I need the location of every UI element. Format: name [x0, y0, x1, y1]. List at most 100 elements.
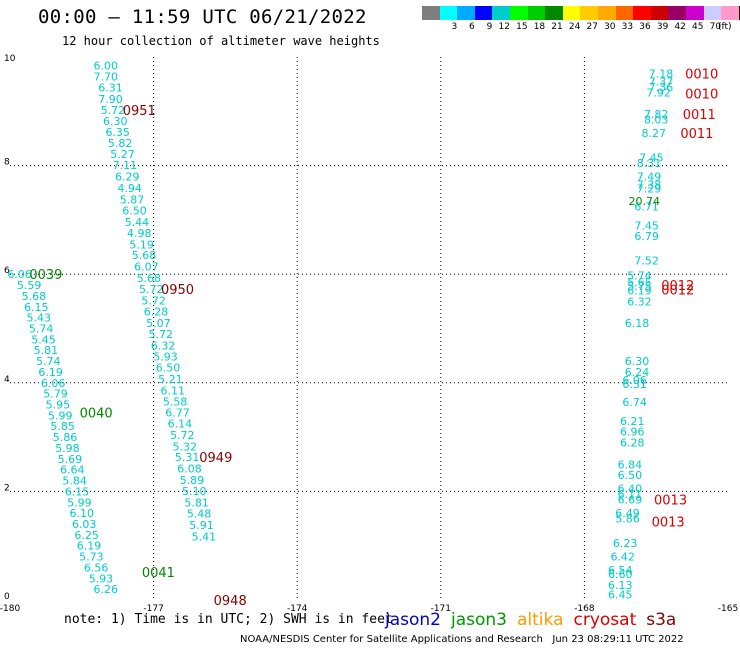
wave-height-point: 6.00 — [93, 60, 118, 73]
scale-swatch — [474, 6, 493, 20]
wave-height-point: 6.64 — [60, 464, 85, 477]
y-tick-label: 4 — [4, 375, 10, 385]
wave-height-point: 5.72 — [139, 283, 164, 296]
wave-height-point: 5.72 — [141, 294, 166, 307]
wave-height-point: 5.93 — [89, 572, 114, 585]
x-tick-label: -177 — [143, 604, 163, 614]
scale-label: 9 — [486, 22, 493, 32]
legend-entry: altika — [517, 610, 564, 630]
wave-height-point: 5.84 — [62, 475, 87, 488]
y-tick-label: 2 — [4, 483, 10, 493]
wave-height-point: 6.06 — [41, 377, 66, 390]
wave-height-point: 5.93 — [153, 351, 178, 364]
wave-height-point: 5.81 — [184, 496, 209, 509]
scale-label: 70 — [709, 22, 722, 32]
wave-height-point: 6.19 — [627, 284, 652, 297]
wave-height-point: 5.74 — [29, 323, 54, 336]
scale-label: 39 — [656, 22, 669, 32]
scale-swatch — [422, 6, 440, 20]
scale-swatch — [580, 6, 598, 20]
wave-height-point: 5.58 — [163, 395, 188, 408]
wave-height-point: 6.31 — [622, 378, 647, 391]
wave-height-point: 5.32 — [172, 440, 197, 453]
wave-height-point: 5.74 — [627, 269, 652, 282]
scale-label: 18 — [533, 22, 546, 32]
wave-height-point: 6.50 — [618, 469, 643, 482]
satellite-legend: jason2 jason3 altika cryosat s3a — [385, 610, 686, 630]
wave-height-point: 7.90 — [98, 93, 123, 106]
scale-label: 6 — [469, 22, 475, 32]
x-axis-ticks: -180 -177 -174 -171 -168 -165 — [0, 604, 738, 614]
scale-swatch — [650, 6, 669, 20]
wave-height-point: 6.11 — [618, 488, 643, 501]
wave-height-point: 7.92 — [646, 86, 671, 99]
wave-height-point: 6.23 — [613, 537, 638, 550]
wave-height-point: 5.31 — [175, 451, 200, 464]
wave-height-point: 5.41 — [192, 530, 217, 543]
wave-height-point: 6.11 — [160, 384, 185, 397]
wave-height-point: 5.98 — [55, 442, 80, 455]
scale-swatch — [562, 6, 581, 20]
wave-height-point: 6.24 — [625, 366, 650, 379]
wave-height-point: 7.70 — [93, 71, 118, 84]
legend-entry: s3a — [646, 610, 677, 630]
footnote: note: 1) Time is in UTC; 2) SWH is in fe… — [64, 612, 393, 627]
wave-height-point: 5.86 — [53, 431, 78, 444]
wave-height-point: 6.96 — [620, 426, 645, 439]
wave-height-point: 7.37 — [649, 75, 674, 88]
x-tick-label: -174 — [287, 604, 308, 614]
wave-height-point: 5.59 — [17, 279, 42, 292]
plot-grid — [10, 57, 728, 600]
wave-height-point: 6.28 — [620, 437, 645, 450]
wave-height-point: 5.95 — [46, 399, 71, 412]
wave-height-point: 6.15 — [65, 485, 90, 498]
wave-height-point: 5.10 — [182, 485, 207, 498]
scale-label: 15 — [516, 22, 528, 32]
scale-swatch — [685, 6, 704, 20]
wave-height-point: 6.40 — [618, 483, 643, 496]
wave-height-point: 7.82 — [644, 108, 669, 121]
wave-height-point: 7.18 — [649, 67, 674, 80]
wave-height-point: 5.21 — [158, 373, 183, 386]
data-points: 6.007.706.317.905.726.306.355.825.277.11… — [7, 60, 673, 602]
wave-height-point: 6.06 — [622, 374, 647, 387]
wave-height-point: 5.74 — [36, 355, 61, 368]
y-tick-label: 0 — [4, 592, 10, 602]
scale-swatch — [668, 6, 686, 20]
wave-height-point: 6.19 — [77, 540, 102, 553]
pass-time-label: 0041 — [142, 566, 175, 581]
pass-time-label: 0950 — [161, 283, 194, 298]
wave-height-point: 4.94 — [117, 182, 142, 195]
wave-height-point: 5.72 — [149, 328, 174, 341]
scale-label: 24 — [568, 22, 581, 32]
wave-height-point: 7.45 — [639, 151, 664, 164]
wave-height-point: 5.82 — [108, 137, 133, 150]
wave-height-point: 6.29 — [115, 170, 140, 183]
y-axis-ticks: 0 2 4 6 8 10 — [4, 54, 16, 602]
wave-height-point: 5.91 — [189, 519, 214, 532]
wave-height-point: 6.07 — [134, 261, 159, 274]
x-tick-label: -180 — [0, 604, 20, 614]
wave-height-point: 6.14 — [168, 418, 193, 431]
wave-height-point: 6.30 — [103, 115, 128, 128]
scale-swatch — [738, 6, 740, 20]
wave-height-point: 6.21 — [620, 415, 645, 428]
wave-height-point: 5.19 — [129, 238, 154, 251]
wave-height-point: 6.84 — [618, 458, 643, 471]
wave-height-point: 8.03 — [644, 113, 669, 126]
wave-height-point: 5.89 — [180, 474, 205, 487]
wave-height-point: 5.99 — [67, 496, 92, 509]
wave-height-point: 5.85 — [50, 420, 75, 433]
legend-entry: jason2 — [385, 610, 441, 630]
pass-time-label: 0012 — [661, 279, 694, 294]
scale-label: 33 — [621, 22, 634, 32]
wave-height-point: 5.27 — [110, 148, 135, 161]
wave-height-point: 5.07 — [146, 317, 171, 330]
wave-height-point: 4.98 — [127, 227, 152, 240]
color-scale-unit: (ft) — [718, 22, 732, 32]
wave-height-point: 7.11 — [113, 159, 138, 172]
wave-height-point: 5.72 — [101, 104, 126, 117]
wave-height-point: 7.38 — [637, 179, 662, 192]
wave-height-point: 5.87 — [120, 193, 145, 206]
